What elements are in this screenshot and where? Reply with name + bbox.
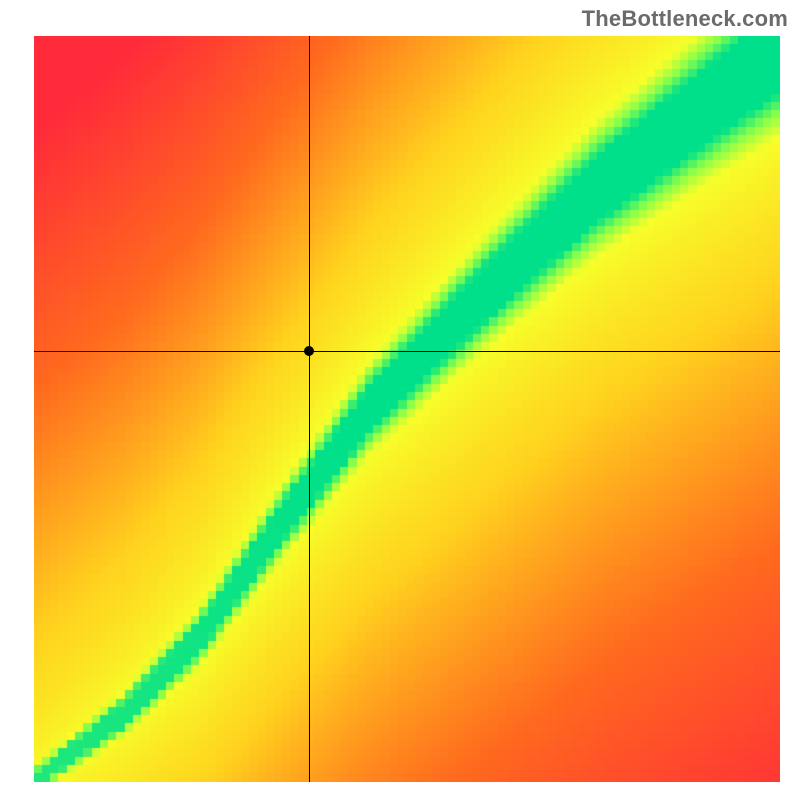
heatmap-canvas	[34, 36, 780, 782]
crosshair-vertical	[309, 36, 310, 782]
chart-black-frame	[34, 36, 780, 782]
crosshair-horizontal	[34, 351, 780, 352]
chart-container: TheBottleneck.com	[0, 0, 800, 800]
watermark-text: TheBottleneck.com	[582, 6, 788, 32]
crosshair-marker	[304, 346, 314, 356]
